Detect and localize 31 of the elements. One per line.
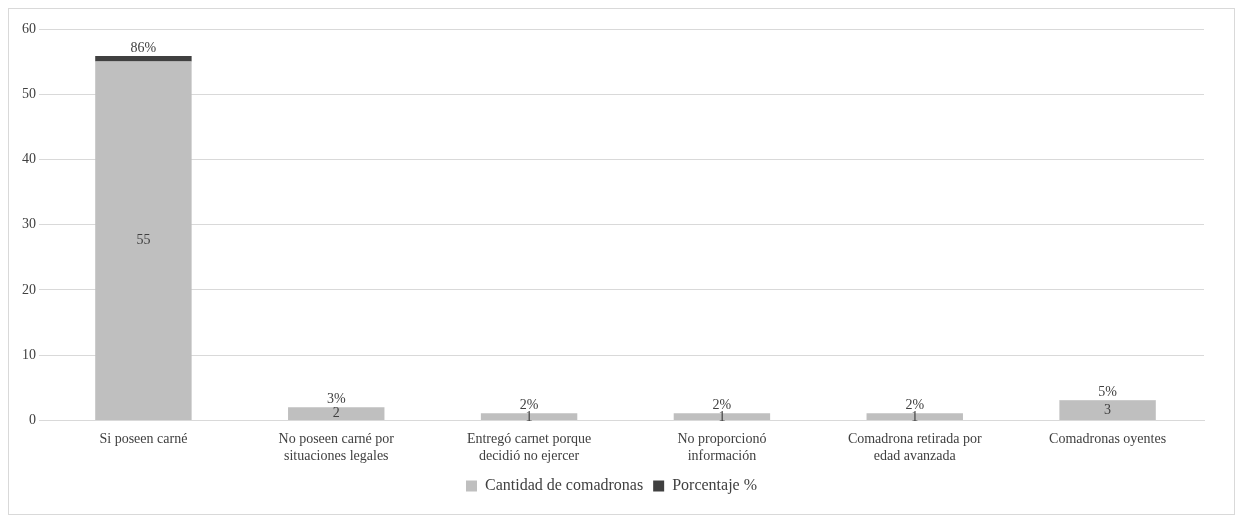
y-tick-label: 30 xyxy=(22,216,36,232)
x-tick-label: Comadrona retirada por edad avanzada xyxy=(847,431,982,464)
y-tick-label: 50 xyxy=(22,85,36,101)
y-tick-label: 0 xyxy=(29,412,36,428)
data-label: 1 xyxy=(718,408,726,424)
x-tick-label: Entregó carnet porque decidió no ejercer xyxy=(466,431,592,464)
y-tick-label: 40 xyxy=(22,151,36,167)
bar xyxy=(288,407,385,420)
y-tick-label: 20 xyxy=(22,281,36,297)
data-label: 2 xyxy=(332,405,340,421)
y-tick-label: 10 xyxy=(22,346,36,362)
x-tick-label: No proporcionó información xyxy=(677,431,767,464)
x-tick-label: No poseen carné por situaciones legales xyxy=(278,431,395,464)
data-label: 5% xyxy=(1098,384,1118,400)
data-label: 55 xyxy=(136,232,151,248)
bar xyxy=(95,56,192,62)
x-tick-label: Comadronas oyentes xyxy=(1049,431,1167,447)
bar xyxy=(866,413,963,420)
data-label: 3% xyxy=(326,390,346,406)
bar xyxy=(1059,400,1156,420)
legend-label: Cantidad de comadronas xyxy=(484,476,644,494)
y-tick-label: 60 xyxy=(22,20,36,36)
data-label: 3 xyxy=(1104,402,1112,418)
legend-label: Porcentaje % xyxy=(672,476,758,495)
bar xyxy=(95,61,192,420)
bar xyxy=(480,413,578,420)
data-label: 1 xyxy=(525,408,533,424)
x-tick-label: Si poseen carné xyxy=(99,431,188,447)
data-label: 86% xyxy=(130,39,157,55)
data-label: 1 xyxy=(911,408,919,424)
bar xyxy=(673,413,771,420)
